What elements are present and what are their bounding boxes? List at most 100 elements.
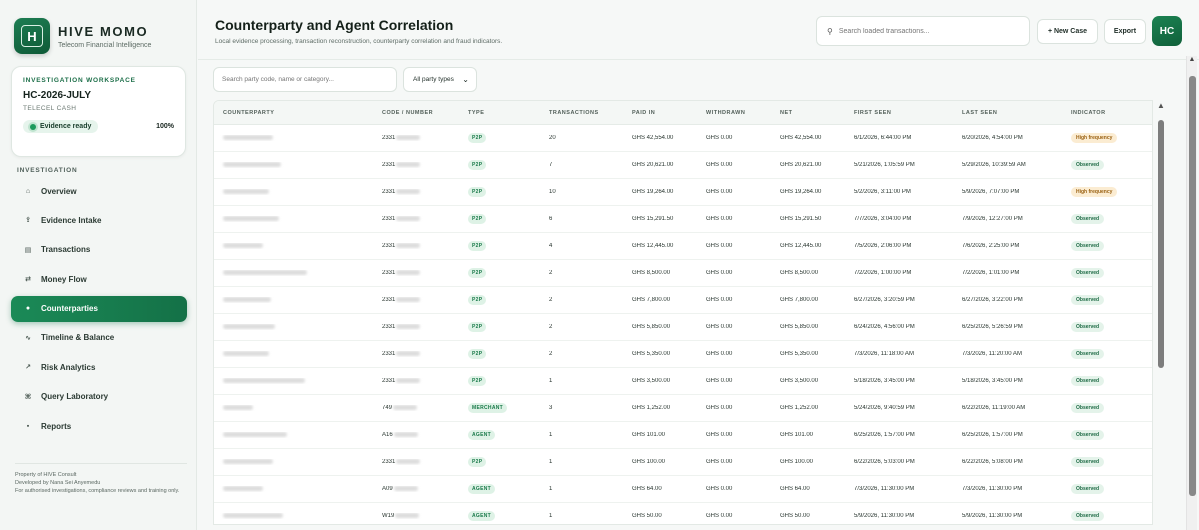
last-seen: 6/27/2026, 3:22:00 PM: [962, 297, 1023, 303]
column-header[interactable]: COUNTERPARTY: [223, 109, 275, 116]
page-subtitle: Local evidence processing, transaction r…: [215, 38, 503, 45]
table-cell: [214, 323, 373, 330]
sidebar-item-timeline-balance[interactable]: ∿ Timeline & Balance: [11, 325, 187, 351]
table-cell: GHS 100.00: [771, 459, 845, 465]
sidebar-item-label: Timeline & Balance: [41, 333, 115, 343]
party-type-badge: P2P: [468, 322, 487, 332]
table-cell: GHS 20,621.00: [771, 162, 845, 168]
column-header[interactable]: NET: [780, 109, 793, 116]
indicator-badge: Observed: [1071, 241, 1105, 251]
table-row[interactable]: 2331 P2P 2 GHS 5,850.00 GHS 0.00 GHS 5,850.00…: [214, 314, 1152, 341]
window-scroll-thumb[interactable]: [1189, 76, 1196, 496]
table-cell: 6/25/2026, 1:57:00 PM: [845, 432, 953, 438]
column-header[interactable]: TRANSACTIONS: [549, 109, 599, 116]
indicator-badge: Observed: [1071, 403, 1105, 413]
table-scrollbar[interactable]: ▲: [1155, 100, 1167, 525]
transaction-count: 1: [549, 486, 553, 492]
table-row[interactable]: 2331 P2P 2 GHS 5,350.00 GHS 0.00 GHS 5,350.00…: [214, 341, 1152, 368]
table-row[interactable]: 2331 P2P 2 GHS 7,800.00 GHS 0.00 GHS 7,800.00…: [214, 287, 1152, 314]
table-cell: GHS 0.00: [697, 378, 771, 384]
column-header[interactable]: WITHDRAWN: [706, 109, 746, 116]
window-scroll-up-arrow-icon[interactable]: ▲: [1188, 56, 1196, 63]
party-code: 2331: [382, 189, 396, 196]
transaction-count: 1: [549, 459, 553, 465]
paid-in: GHS 5,350.00: [632, 351, 671, 357]
table-row[interactable]: 2331 P2P 1 GHS 100.00 GHS 0.00 GHS 100.00 6/22…: [214, 449, 1152, 476]
sidebar-item-query-laboratory[interactable]: ⌘ Query Laboratory: [11, 384, 187, 410]
sidebar-item-counterparties[interactable]: ● Counterparties: [11, 295, 187, 322]
table-cell: GHS 0.00: [697, 513, 771, 519]
evidence-status-badge: Evidence ready: [23, 120, 99, 133]
table-row[interactable]: 2331 P2P 10 GHS 19,264.00 GHS 0.00 GHS 19,264…: [214, 179, 1152, 206]
withdrawn: GHS 0.00: [706, 270, 733, 276]
window-scrollbar[interactable]: ▲: [1186, 56, 1197, 530]
table-row[interactable]: 2331 P2P 20 GHS 42,554.00 GHS 0.00 GHS 42,554…: [214, 125, 1152, 152]
global-search-input[interactable]: [838, 27, 1019, 35]
table-row[interactable]: A09 AGENT 1 GHS 64.00 GHS 0.00 GHS 64.00 7/3/2…: [214, 476, 1152, 503]
party-type-select[interactable]: All party types ⌄: [403, 67, 477, 92]
table-cell: GHS 15,291.50: [771, 216, 845, 222]
brand[interactable]: H HIVE MOMO Telecom Financial Intelligen…: [14, 18, 151, 54]
column-header[interactable]: PAID IN: [632, 109, 656, 116]
sidebar-item-transactions[interactable]: ▤ Transactions: [11, 237, 187, 263]
new-case-button[interactable]: + New Case: [1037, 19, 1098, 44]
table-row[interactable]: W19 AGENT 1 GHS 50.00 GHS 0.00 GHS 50.00 5/9/2…: [214, 503, 1152, 524]
global-search[interactable]: ⚲: [816, 16, 1030, 46]
table-cell: AGENT: [459, 430, 540, 440]
net-amount: GHS 1,252.00: [780, 405, 819, 411]
redacted-number: [396, 215, 421, 221]
user-avatar[interactable]: HC: [1152, 16, 1182, 46]
export-button[interactable]: Export: [1104, 19, 1146, 44]
column-header[interactable]: INDICATOR: [1071, 109, 1106, 116]
column-header[interactable]: LAST SEEN: [962, 109, 998, 116]
table-cell: [214, 404, 373, 411]
sidebar-item-risk-analytics[interactable]: ↗ Risk Analytics: [11, 354, 187, 380]
column-header[interactable]: CODE / NUMBER: [382, 109, 434, 116]
table-row[interactable]: 2331 P2P 7 GHS 20,621.00 GHS 0.00 GHS 20,621.…: [214, 152, 1152, 179]
table-cell: 2331: [373, 188, 459, 196]
sidebar-item-money-flow[interactable]: ⇄ Money Flow: [11, 266, 187, 292]
sidebar-item-reports[interactable]: ▪ Reports: [11, 413, 187, 439]
scroll-up-arrow-icon[interactable]: ▲: [1157, 101, 1165, 110]
column-header[interactable]: TYPE: [468, 109, 485, 116]
table-cell: 6/27/2026, 3:20:59 PM: [845, 297, 953, 303]
list-icon: ▤: [24, 246, 32, 254]
transaction-count: 20: [549, 135, 556, 141]
sidebar: H HIVE MOMO Telecom Financial Intelligen…: [0, 0, 197, 530]
table-cell: GHS 0.00: [697, 459, 771, 465]
flow-arrows-icon: ⇄: [25, 276, 31, 284]
table-cell: AGENT: [459, 511, 540, 521]
table-cell: P2P: [459, 349, 540, 359]
table-cell: A16: [373, 431, 459, 438]
first-seen: 7/3/2026, 11:18:00 AM: [854, 351, 914, 357]
party-search-input[interactable]: [213, 67, 397, 92]
column-header[interactable]: FIRST SEEN: [854, 109, 892, 116]
table-row[interactable]: A16 AGENT 1 GHS 101.00 GHS 0.00 GHS 101.00 6/2…: [214, 422, 1152, 449]
redacted-number: [396, 134, 421, 140]
table-cell: GHS 8,500.00: [623, 270, 697, 276]
table-row[interactable]: 2331 P2P 6 GHS 15,291.50 GHS 0.00 GHS 15,291.…: [214, 206, 1152, 233]
sidebar-item-overview[interactable]: ⌂ Overview: [11, 178, 187, 204]
paid-in: GHS 3,500.00: [632, 378, 671, 384]
table-cell: P2P: [459, 160, 540, 170]
sidebar-item-evidence-intake[interactable]: ⇪ Evidence Intake: [11, 207, 187, 233]
footer-owner: Property of HIVE Consult: [15, 472, 77, 478]
table-cell: 6/25/2026, 1:57:00 PM: [953, 432, 1062, 438]
sidebar-item-label: Transactions: [41, 245, 91, 255]
table-cell: P2P: [459, 214, 540, 224]
last-seen: 7/3/2026, 11:30:00 PM: [962, 486, 1023, 492]
scroll-thumb[interactable]: [1158, 120, 1164, 368]
last-seen: 7/6/2026, 2:25:00 PM: [962, 243, 1020, 249]
table-cell: 5/24/2026, 9:40:59 PM: [845, 405, 953, 411]
table-cell: [214, 431, 373, 438]
last-seen: 6/25/2026, 1:57:00 PM: [962, 432, 1023, 438]
table-row[interactable]: 2331 P2P 4 GHS 12,445.00 GHS 0.00 GHS 12,445.…: [214, 233, 1152, 260]
table-body: 2331 P2P 20 GHS 42,554.00 GHS 0.00 GHS 42,554…: [214, 125, 1152, 524]
table-cell: Observed: [1062, 511, 1152, 521]
table-row[interactable]: 2331 P2P 1 GHS 3,500.00 GHS 0.00 GHS 3,500.00…: [214, 368, 1152, 395]
table-row[interactable]: 2331 P2P 2 GHS 8,500.00 GHS 0.00 GHS 8,500.00…: [214, 260, 1152, 287]
table-cell: GHS 0.00: [697, 243, 771, 249]
table-row[interactable]: 749 MERCHANT 3 GHS 1,252.00 GHS 0.00 GHS 1,25…: [214, 395, 1152, 422]
table-cell: 5/18/2026, 3:45:00 PM: [953, 378, 1062, 384]
table-cell: 1: [540, 432, 623, 438]
